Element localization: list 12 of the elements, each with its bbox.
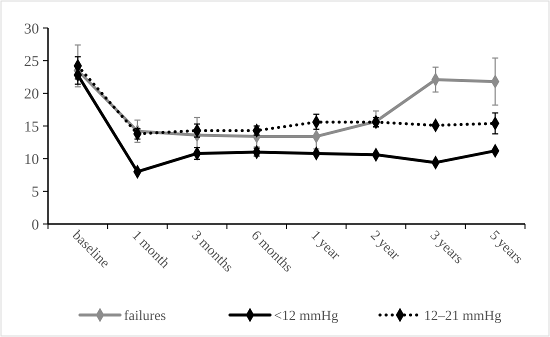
y-tick-label: 10 bbox=[24, 152, 39, 168]
legend-label: <12 mmHg bbox=[274, 308, 338, 324]
y-tick-label: 20 bbox=[24, 86, 39, 103]
y-tick-label: 5 bbox=[32, 184, 39, 201]
legend-label: 12–21 mmHg bbox=[424, 308, 502, 324]
y-tick-label: 15 bbox=[24, 119, 39, 136]
legend-label: failures bbox=[124, 308, 166, 324]
y-tick-label: 25 bbox=[24, 54, 39, 70]
x-tick-label: 1 year bbox=[307, 228, 343, 264]
y-tick-label: 30 bbox=[24, 21, 39, 38]
x-tick-label: 2 year bbox=[367, 228, 402, 264]
y-tick-label: 0 bbox=[32, 217, 39, 234]
